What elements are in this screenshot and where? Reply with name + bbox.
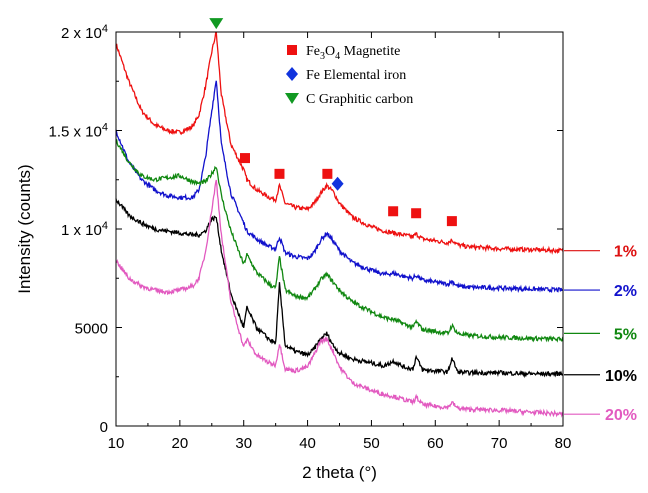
x-tick-label: 40 [299, 435, 316, 452]
series-label: 2% [614, 283, 637, 300]
x-tick-label: 10 [108, 435, 125, 452]
series-line-2 [115, 139, 564, 343]
series-layer [115, 31, 564, 418]
legend-marker-square [287, 45, 297, 55]
x-tick-label: 30 [235, 435, 252, 452]
peak-marker-diamond [331, 176, 344, 191]
y-axis-title: Intensity (counts) [15, 164, 34, 293]
series-label: 1% [614, 244, 637, 261]
series-line-0 [115, 31, 564, 255]
y-tick-label: 1.5 x 104 [49, 122, 109, 141]
series-label: 5% [614, 326, 637, 343]
axes-layer: 10 20 30 40 50 60 70 80 0 5000 1 x 104 1.5 x 104 2 x… [15, 23, 571, 482]
legend-label: Fe Elemental iron [306, 68, 406, 83]
peak-markers [209, 18, 457, 227]
series-line-3 [115, 198, 564, 379]
series-label: 20% [605, 407, 637, 424]
legend-label: Fe3O4 Magnetite [306, 44, 400, 62]
series-line-1 [115, 80, 564, 293]
x-axis-title: 2 theta (°) [302, 463, 377, 482]
series-labels: 1% 2% 5% 10% 20% [564, 244, 637, 424]
y-tick-label: 0 [100, 419, 108, 436]
y-tick-label: 5000 [75, 321, 108, 338]
peak-marker-triangle-down [209, 18, 224, 30]
x-tick-label: 60 [427, 435, 444, 452]
peak-marker-square [239, 153, 250, 164]
peak-marker-square [411, 208, 422, 219]
legend: Fe3O4 Magnetite Fe Elemental iron C Graphi… [285, 44, 413, 107]
legend-label: C Graphitic carbon [306, 92, 413, 107]
series-line-4 [115, 179, 564, 418]
legend-marker-diamond [286, 67, 298, 81]
x-tick-label: 20 [172, 435, 189, 452]
series-label: 10% [605, 368, 637, 385]
peak-marker-square [388, 206, 399, 217]
peak-marker-square [322, 168, 333, 179]
x-tick-label: 50 [363, 435, 380, 452]
legend-marker-triangle-down [285, 93, 299, 104]
y-tick-label: 2 x 104 [61, 23, 108, 42]
y-tick-label: 1 x 104 [61, 220, 108, 239]
peak-marker-square [446, 216, 457, 227]
x-tick-label: 70 [491, 435, 508, 452]
peak-marker-square [274, 168, 285, 179]
x-tick-label: 80 [555, 435, 572, 452]
